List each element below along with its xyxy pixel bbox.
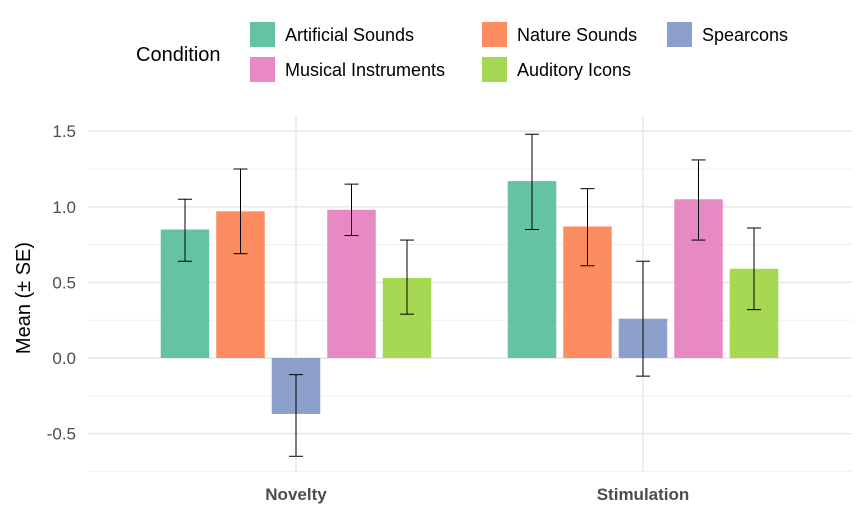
legend-item: Auditory Icons [482,57,631,82]
legend-label: Musical Instruments [285,60,445,80]
plot-error-bars [178,134,761,456]
y-tick-label: 1.5 [52,122,76,141]
legend-label: Spearcons [702,25,788,45]
legend-item: Musical Instruments [250,57,445,82]
y-tick-label: 0.5 [52,273,76,292]
legend-swatch [482,22,507,47]
legend-label: Artificial Sounds [285,25,414,45]
legend-item: Nature Sounds [482,22,637,47]
legend-item: Spearcons [667,22,788,47]
legend-swatch [250,57,275,82]
y-tick-label: -0.5 [47,425,76,444]
y-axis-title: Mean (± SE) [13,242,35,354]
y-axis: -0.5 0.0 0.5 1.0 1.5 [47,122,76,443]
legend-label: Auditory Icons [517,60,631,80]
y-tick-label: 1.0 [52,198,76,217]
legend: Condition Artificial Sounds Nature Sounds… [136,22,788,82]
legend-swatch [667,22,692,47]
legend-label: Nature Sounds [517,25,637,45]
legend-title: Condition [136,44,221,66]
bar-chart: Condition Artificial Sounds Nature Sounds… [0,0,864,516]
plot-bars [161,181,779,414]
x-tick-label: Stimulation [597,485,690,504]
x-axis: Novelty Stimulation [265,485,689,504]
legend-swatch [482,57,507,82]
x-tick-label: Novelty [265,485,327,504]
y-tick-label: 0.0 [52,349,76,368]
legend-swatch [250,22,275,47]
legend-item: Artificial Sounds [250,22,414,47]
